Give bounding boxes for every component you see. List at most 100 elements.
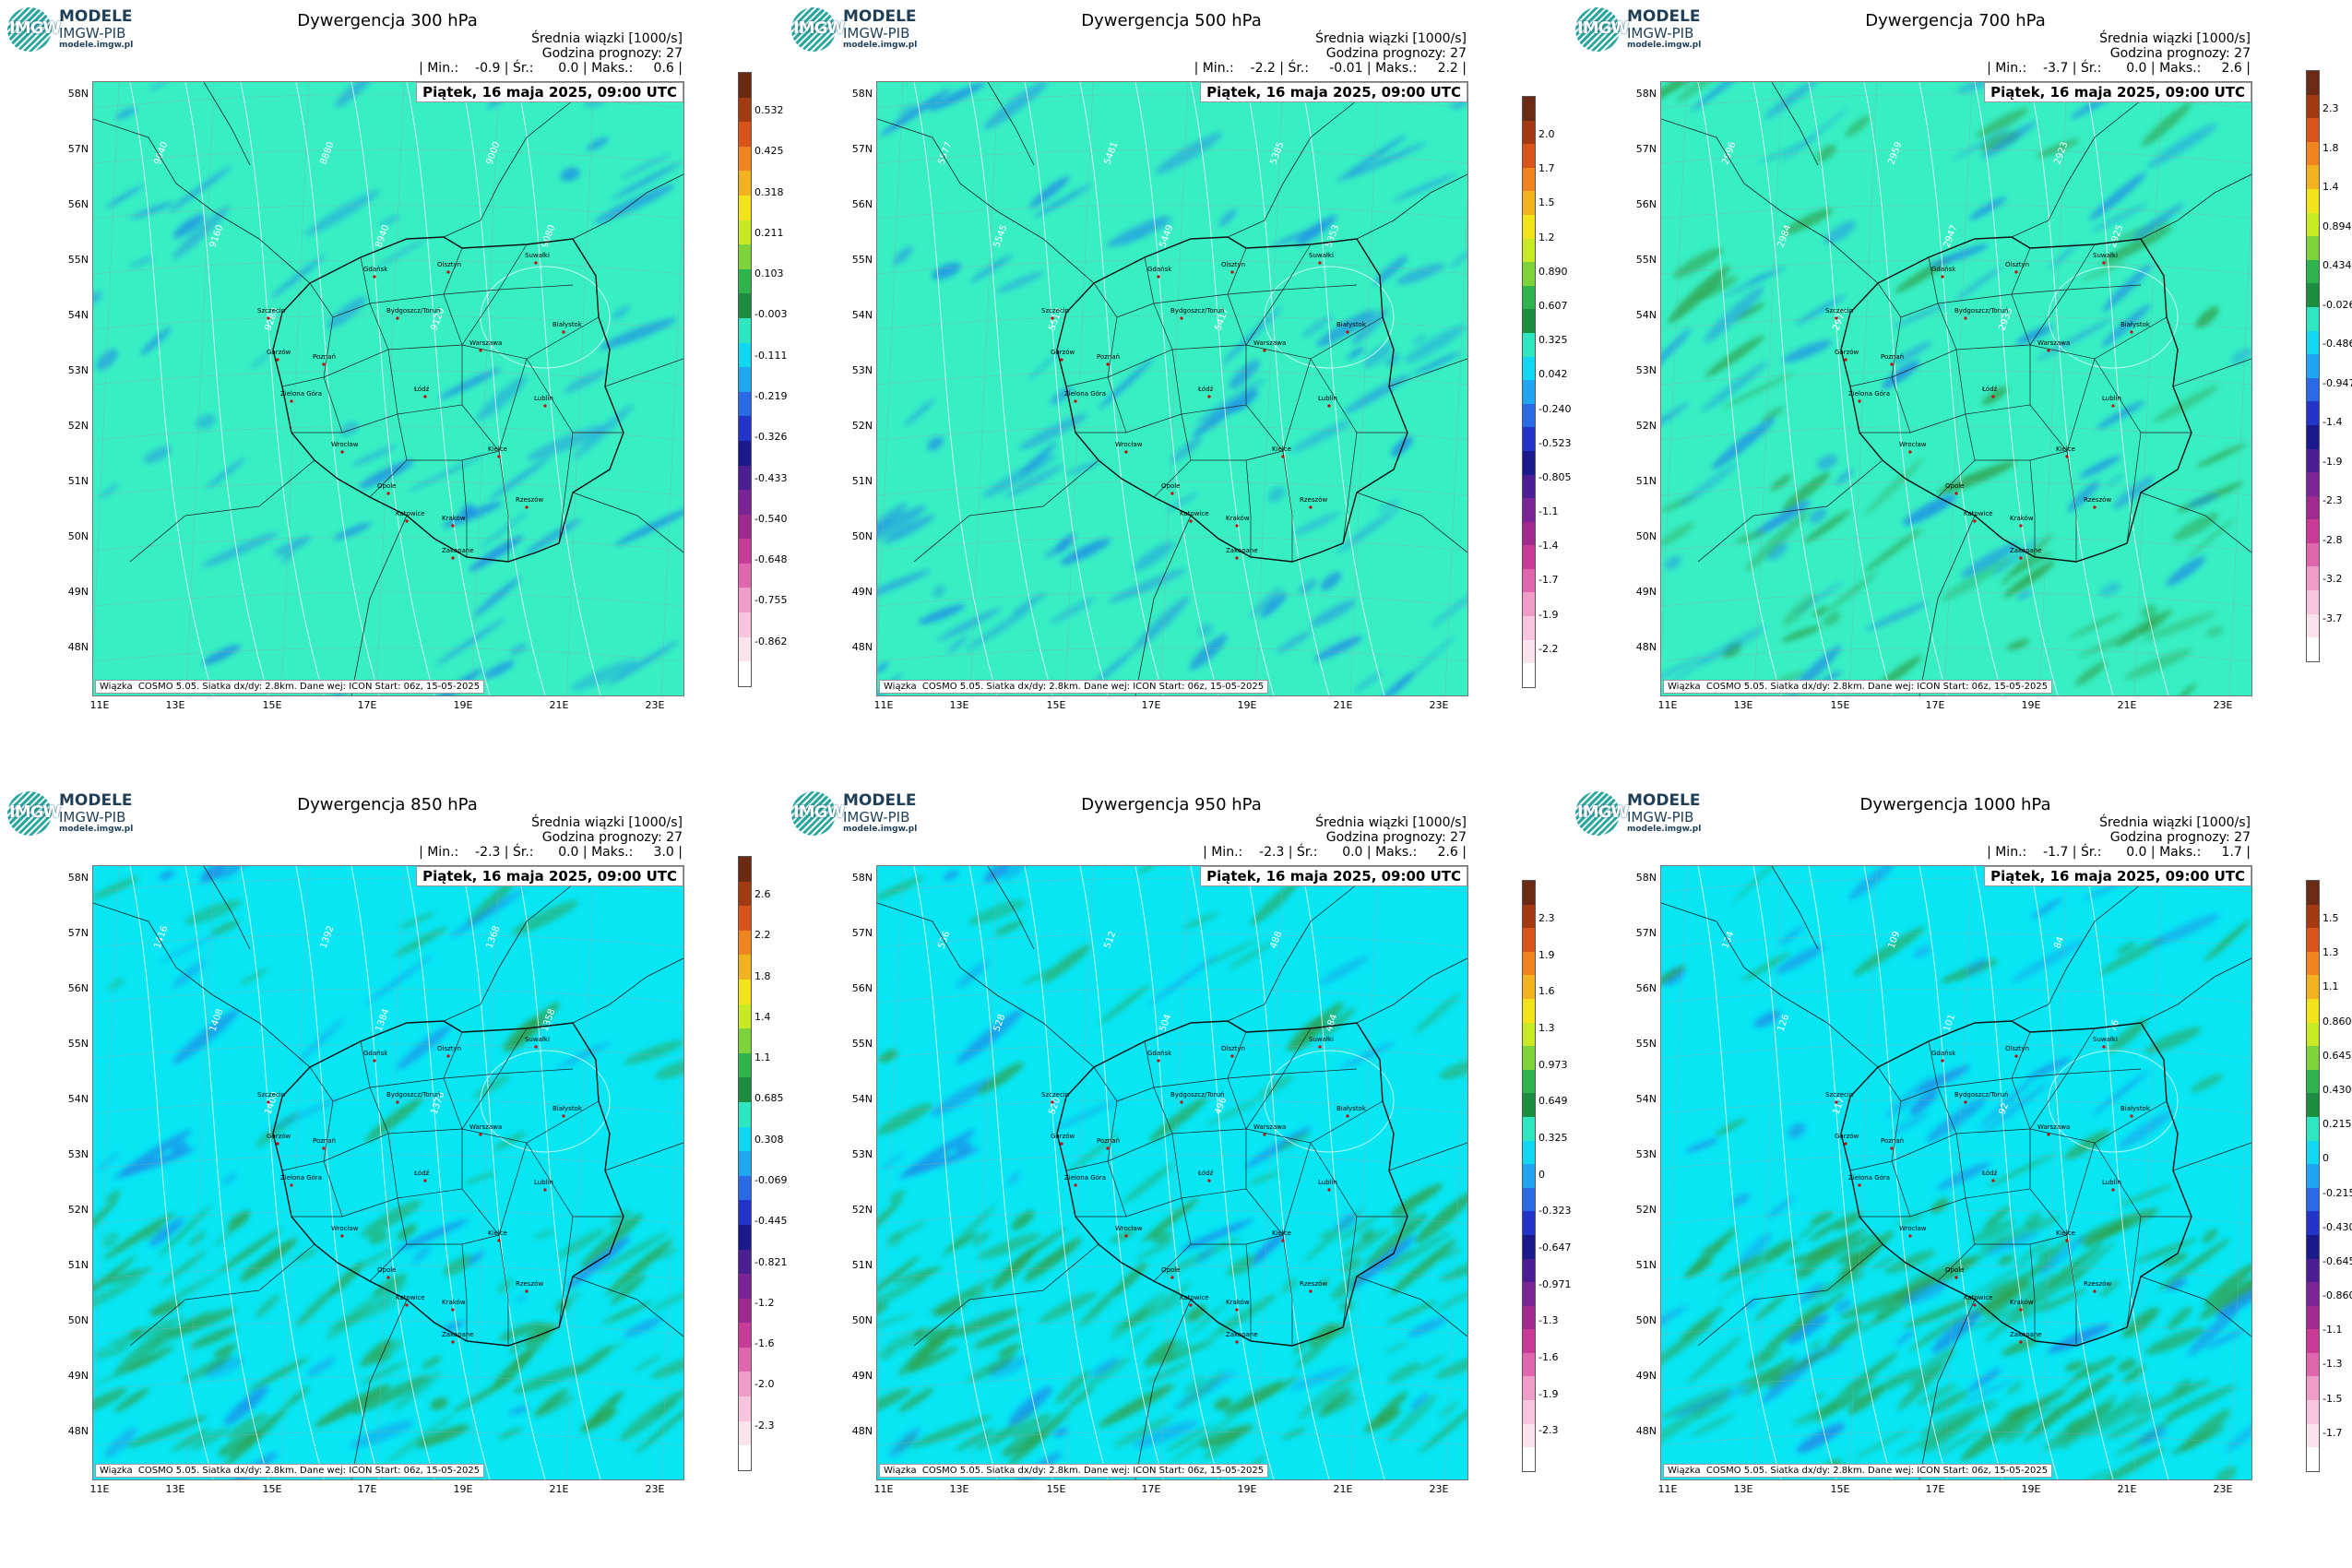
city-dot	[1051, 1100, 1054, 1104]
lat-label: 53N	[851, 1148, 873, 1160]
lon-label: 15E	[262, 1483, 282, 1495]
colorbar-label: 0.685	[754, 1092, 784, 1105]
city-dot	[1170, 492, 1174, 495]
map-area: 1416 1408 1400 1392 1384 1376 1368 1358 Gdańsk Ol…	[92, 865, 684, 1480]
lon-label: 21E	[549, 699, 569, 711]
colorbar	[1522, 880, 1536, 1472]
field-stats: | Min.: -0.9 | Śr.: 0.0 | Maks.: 0.6 |	[419, 61, 683, 76]
colorbar-label: 2.3	[1538, 912, 1555, 924]
city-label: Bydgoszcz/Toruń	[1170, 1091, 1224, 1099]
lon-label: 15E	[1830, 1483, 1850, 1495]
city-dot	[322, 362, 326, 366]
imgw-logo: IMGW MODELE IMGW-PIB modele.imgw.pl	[7, 791, 146, 837]
lon-label: 13E	[949, 1483, 969, 1495]
imgw-logo: IMGW MODELE IMGW-PIB modele.imgw.pl	[791, 7, 930, 53]
lat-label: 51N	[851, 1259, 873, 1271]
colorbar-label: -1.5	[2322, 1392, 2343, 1405]
city-label: Poznań	[313, 353, 336, 361]
city-dot	[525, 505, 529, 509]
city-dot	[276, 358, 279, 362]
city-dot	[1908, 450, 1912, 454]
lat-label: 54N	[1635, 309, 1657, 321]
lat-label: 55N	[67, 254, 89, 266]
panel-title: Dywergencja 300 hPa	[297, 11, 478, 30]
colorbar	[2306, 880, 2320, 1472]
valid-date: Piątek, 16 maja 2025, 09:00 UTC	[416, 866, 683, 886]
graticule	[877, 866, 1467, 1479]
city-label: Kielce	[1272, 445, 1291, 453]
logo-line1: MODELE	[59, 791, 133, 810]
city-dot	[1941, 275, 1944, 279]
lat-label: 54N	[851, 1093, 873, 1105]
city-dot	[1346, 1114, 1349, 1118]
city-label: Zielona Góra	[1848, 1174, 1890, 1182]
city-dot	[534, 261, 538, 265]
lon-label: 19E	[2021, 1483, 2041, 1495]
lon-label: 17E	[357, 699, 377, 711]
lon-label: 19E	[1237, 699, 1257, 711]
colorbar-label: -0.323	[1538, 1205, 1572, 1218]
city-dot	[276, 1142, 279, 1146]
city-dot	[446, 270, 450, 274]
city-label: Wrocław	[1899, 1225, 1927, 1232]
city-dot	[1890, 362, 1894, 366]
city-label: Bydgoszcz/Toruń	[386, 307, 440, 315]
lon-label: 15E	[262, 699, 282, 711]
isoline-label: 84	[2052, 935, 2066, 950]
city-label: Zakopane	[1226, 1331, 1258, 1338]
ensemble-subtitle: Średnia wiązki [1000/s]	[2099, 815, 2251, 830]
colorbar-label: 1.9	[1538, 948, 1555, 961]
lon-label: 21E	[1333, 1483, 1353, 1495]
logo-line2: IMGW-PIB	[59, 809, 126, 826]
colorbar-label: 0.894	[2322, 220, 2352, 232]
lat-label: 49N	[67, 1370, 89, 1382]
logo-line1: MODELE	[843, 791, 917, 810]
lon-label: 21E	[2117, 699, 2137, 711]
lat-label: 54N	[67, 309, 89, 321]
colorbar-label: -0.215	[2322, 1186, 2352, 1199]
colorbar-label: 0.215	[2322, 1118, 2352, 1131]
city-dot	[1964, 316, 1967, 320]
colorbar-label: 1.3	[2322, 946, 2339, 959]
city-dot	[1964, 1100, 1967, 1104]
lon-label: 17E	[1141, 1483, 1161, 1495]
map-area: 9040 9160 9280 8880 8940 9120 9000 9080 Gdańsk Ol…	[92, 81, 684, 696]
valid-date: Piątek, 16 maja 2025, 09:00 UTC	[1984, 866, 2251, 886]
lat-label: 57N	[851, 927, 873, 939]
colorbar-label: 0.430	[2322, 1083, 2352, 1096]
city-label: Lublin	[534, 1179, 553, 1186]
colorbar-label: -1.9	[2322, 455, 2343, 468]
colorbar-label: -0.486	[2322, 338, 2352, 350]
city-dot	[396, 316, 399, 320]
city-label: Gorzów	[1051, 349, 1075, 356]
lat-label: 51N	[67, 475, 89, 487]
city-dot	[1908, 1234, 1912, 1238]
city-dot	[479, 349, 482, 352]
panel-title: Dywergencja 850 hPa	[297, 795, 478, 814]
colorbar-label: -2.3	[754, 1419, 775, 1431]
lat-label: 52N	[851, 420, 873, 432]
city-dot	[1235, 1308, 1239, 1312]
field-stats: | Min.: -2.2 | Śr.: -0.01 | Maks.: 2.2 |	[1194, 61, 1467, 76]
city-label: Gdańsk	[363, 1050, 388, 1057]
city-label: Poznań	[1097, 1137, 1120, 1145]
colorbar-label: 0.318	[754, 185, 784, 198]
city-dot	[543, 404, 547, 408]
divergence-field	[1661, 866, 2251, 1479]
city-label: Gorzów	[1051, 1133, 1075, 1140]
lat-label: 57N	[1635, 927, 1657, 939]
city-dot	[1281, 455, 1285, 458]
city-label: Wrocław	[331, 441, 359, 448]
city-label: Kielce	[2056, 445, 2075, 453]
city-label: Suwałki	[525, 1036, 550, 1043]
lat-label: 51N	[67, 1259, 89, 1271]
lon-label: 19E	[453, 699, 473, 711]
city-label: Kraków	[2010, 1299, 2034, 1306]
city-label: Szczecin	[1825, 307, 1853, 315]
city-dot	[543, 1188, 547, 1192]
city-dot	[2130, 330, 2133, 334]
lat-label: 56N	[67, 982, 89, 994]
city-dot	[1189, 519, 1193, 523]
divergence-field	[877, 866, 1467, 1479]
lat-label: 50N	[1635, 530, 1657, 542]
